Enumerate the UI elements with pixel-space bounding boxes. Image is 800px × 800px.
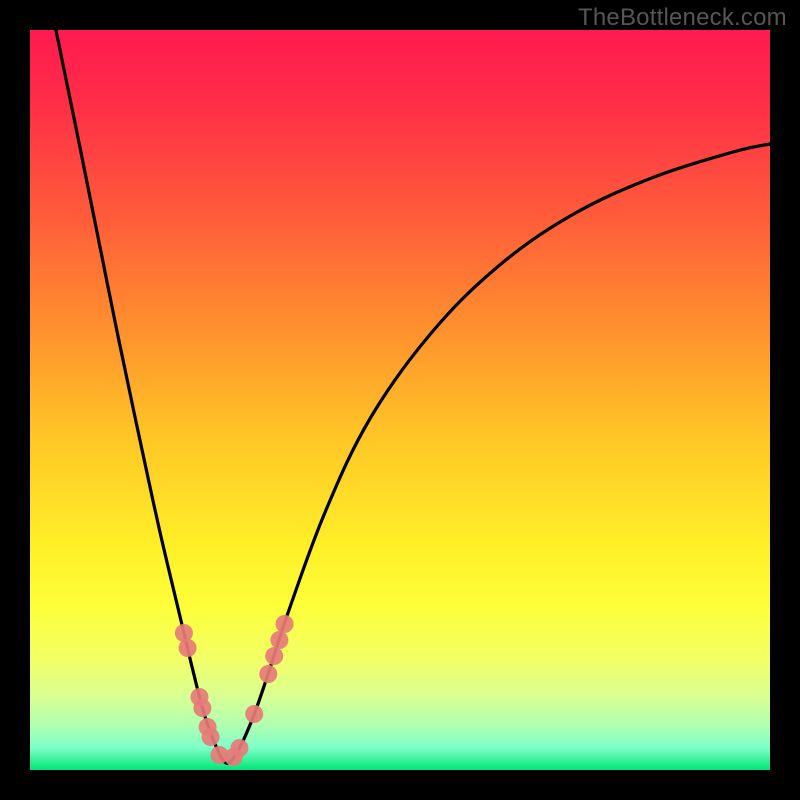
data-point-marker xyxy=(230,739,248,757)
data-point-marker xyxy=(193,699,211,717)
data-point-marker xyxy=(276,615,294,633)
data-point-marker xyxy=(270,631,288,649)
data-point-marker xyxy=(265,647,283,665)
data-point-marker xyxy=(259,665,277,683)
bottleneck-curve xyxy=(56,30,770,763)
data-point-marker xyxy=(245,705,263,723)
data-point-marker xyxy=(175,624,193,642)
data-point-marker xyxy=(202,728,220,746)
data-point-marker xyxy=(179,639,197,657)
chart-overlay xyxy=(0,0,800,800)
